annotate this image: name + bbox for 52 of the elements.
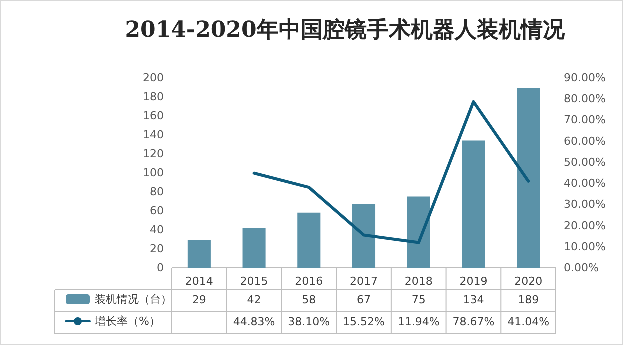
data-label: 15.52% (343, 316, 385, 328)
bar (462, 140, 486, 268)
bar (242, 228, 266, 268)
y2-tick-label: 60.00% (564, 134, 606, 148)
y-tick-label: 60 (150, 204, 164, 218)
chart-title: 2014-2020年中国腔镜手术机器人装机情况 (125, 17, 566, 43)
y2-tick-label: 90.00% (564, 72, 606, 84)
data-label: 42 (247, 294, 262, 306)
data-label: 58 (302, 294, 316, 306)
y2-tick-label: 40.00% (564, 177, 606, 190)
data-label: 29 (192, 294, 206, 306)
data-label: 134 (463, 294, 484, 306)
data-label: 67 (357, 294, 371, 306)
y2-tick-label: 30.00% (564, 198, 606, 212)
bar (298, 212, 321, 268)
bar (517, 88, 540, 268)
y2-tick-label: 0.00% (564, 262, 599, 274)
bar (407, 196, 430, 268)
y-tick-label: 0 (157, 262, 164, 274)
legend-label: 增长率（%） (94, 315, 160, 328)
x-tick-label: 2014 (185, 275, 214, 288)
y2-tick-label: 70.00% (564, 114, 606, 127)
y-tick-label: 160 (143, 110, 164, 122)
y-tick-label: 180 (143, 90, 164, 104)
bar (188, 240, 211, 268)
legend-label: 装机情况（台） (95, 293, 172, 306)
x-tick-label: 2019 (460, 275, 488, 288)
data-label: 44.83% (233, 316, 276, 328)
y2-tick-label: 20.00% (564, 219, 606, 232)
y-tick-label: 20 (150, 242, 164, 256)
y-tick-label: 80 (150, 186, 164, 198)
y-tick-label: 120 (143, 148, 164, 160)
y-tick-label: 140 (143, 128, 164, 142)
y2-tick-label: 50.00% (564, 156, 606, 169)
x-tick-label: 2017 (350, 275, 378, 288)
data-label: 75 (412, 294, 426, 306)
line-series (252, 100, 530, 244)
x-tick-label: 2020 (514, 275, 543, 288)
bar (352, 204, 376, 268)
data-label: 38.10% (288, 316, 330, 328)
x-tick-label: 2015 (240, 275, 268, 288)
y-tick-label: 100 (143, 166, 164, 180)
y2-tick-label: 80.00% (564, 92, 606, 106)
data-label: 11.94% (398, 316, 440, 328)
data-label: 189 (518, 294, 540, 306)
y2-tick-label: 10.00% (564, 240, 606, 254)
x-tick-label: 2018 (404, 275, 433, 288)
data-label: 41.04% (508, 316, 550, 328)
y-tick-label: 40 (150, 224, 164, 236)
data-label: 78.67% (452, 316, 495, 328)
y-tick-label: 200 (143, 72, 164, 84)
x-tick-label: 2016 (295, 275, 324, 288)
